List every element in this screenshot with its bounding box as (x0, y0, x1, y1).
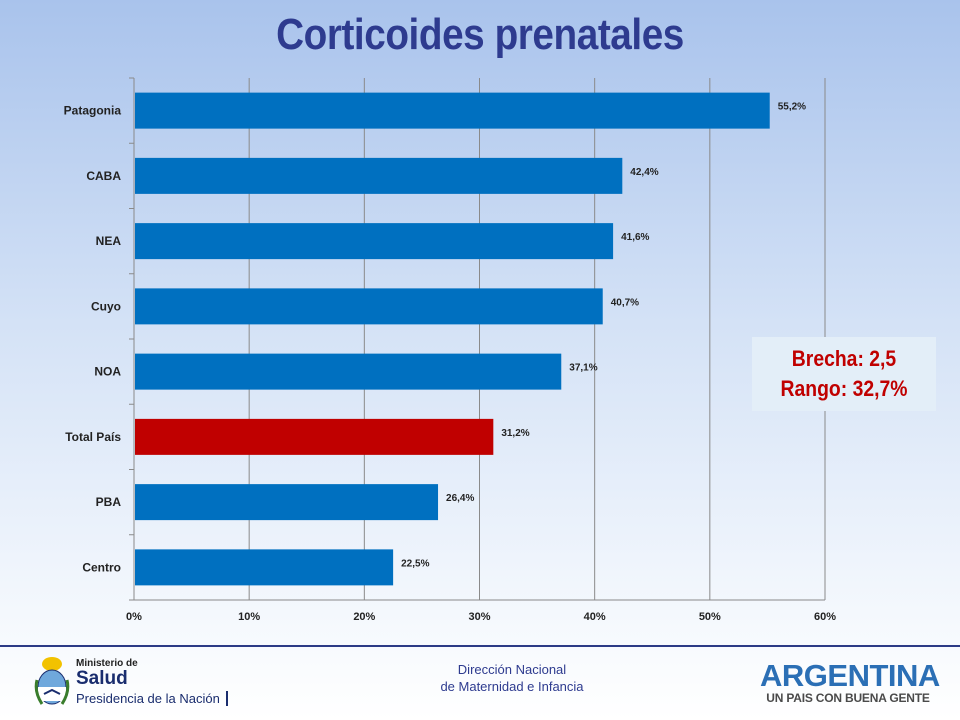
x-tick-label: 20% (353, 611, 375, 623)
chart-title: Corticoides prenatales (276, 10, 684, 59)
brand-line-1: ARGENTINA (760, 658, 940, 693)
data-label: 42,4% (630, 167, 658, 178)
bar-chart: 0% 10% 20% 30% 40% 50% 60% Patagonia 55,2% CABA 42… (64, 77, 836, 623)
data-label: 40,7% (611, 297, 639, 308)
bar (135, 549, 394, 586)
x-tick-label: 60% (814, 611, 836, 623)
x-tick-label: 50% (699, 611, 721, 623)
ministry-line-2: Salud (76, 668, 128, 689)
data-label: 37,1% (569, 363, 597, 374)
x-tick-label: 30% (468, 611, 490, 623)
data-label: 31,2% (501, 428, 529, 439)
bar (135, 288, 603, 325)
footer-line-1: Dirección Nacional (457, 662, 567, 677)
data-label: 22,5% (401, 558, 429, 569)
footer-department: Dirección Nacional de Maternidad e Infan… (380, 661, 644, 695)
category-label: Cuyo (91, 299, 121, 313)
brand-line-2: UN PAIS CON BUENA GENTE (766, 691, 930, 705)
argentina-brand-logo: ARGENTINA UN PAIS CON BUENA GENTE (760, 658, 940, 710)
coat-of-arms-icon (34, 657, 70, 705)
callout-gap: Brecha: 2,5 (791, 346, 897, 371)
x-tick-label: 40% (584, 611, 606, 623)
ministry-logo: Ministerio de Salud Presidencia de la Na… (28, 654, 228, 714)
callout-range: Rango: 32,7% (780, 376, 908, 401)
stats-callout: Brecha: 2,5 Rango: 32,7% (752, 337, 936, 411)
ministry-line-3: Presidencia de la Nación (76, 691, 228, 706)
data-label: 55,2% (778, 102, 806, 113)
x-tick-label: 10% (238, 611, 260, 623)
bar (135, 157, 623, 194)
bar (135, 418, 494, 455)
bar (135, 223, 614, 260)
category-label: Total País (65, 430, 121, 444)
category-label: CABA (86, 169, 121, 183)
category-label: PBA (96, 495, 122, 509)
data-label: 41,6% (621, 232, 649, 243)
x-tick-label: 0% (126, 611, 142, 623)
category-label: Patagonia (64, 104, 122, 118)
footer-divider (0, 645, 960, 647)
bar (135, 353, 562, 390)
category-label: NOA (94, 365, 121, 379)
ministry-line-1: Ministerio de (76, 658, 138, 669)
bar (135, 484, 439, 521)
category-label: NEA (96, 234, 122, 248)
footer-line-2: de Maternidad e Infancia (440, 679, 584, 694)
category-label: Centro (82, 560, 121, 574)
bar (135, 92, 770, 129)
data-label: 26,4% (446, 493, 474, 504)
